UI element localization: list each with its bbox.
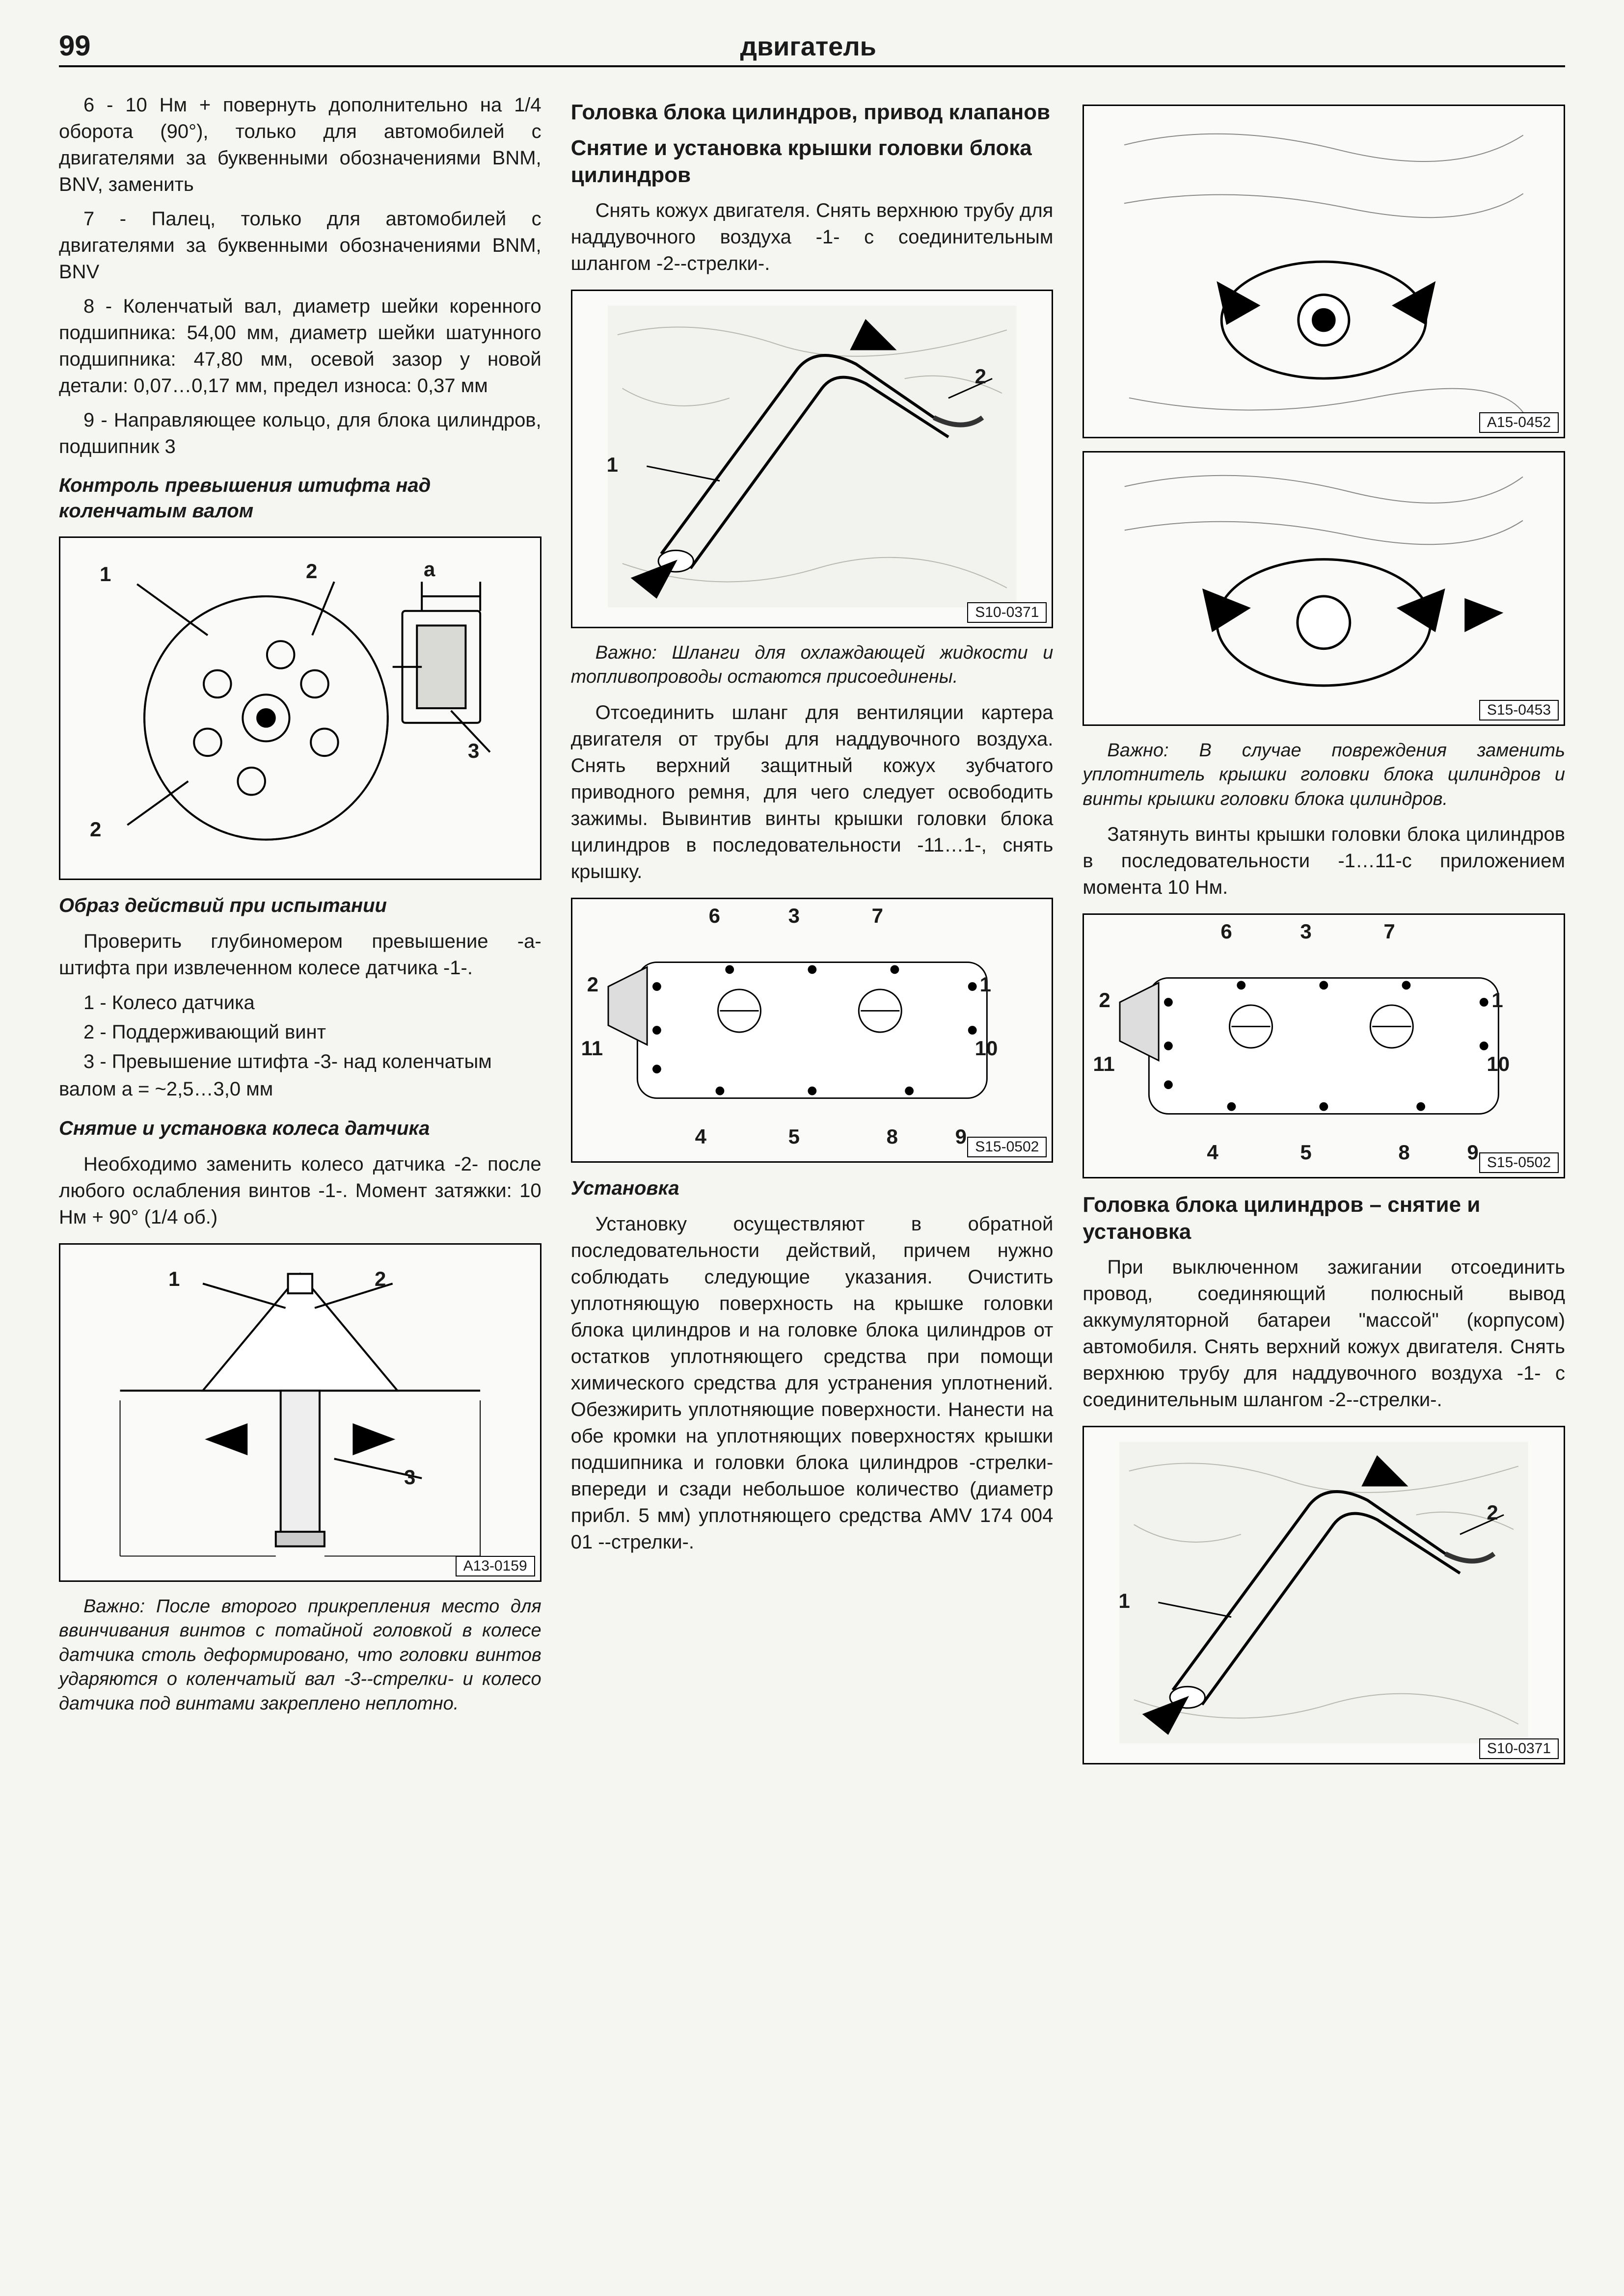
valve-cover-icon bbox=[1084, 915, 1564, 1177]
callout: 9 bbox=[955, 1125, 967, 1148]
callout: 11 bbox=[1093, 1052, 1114, 1076]
subheading: Снятие и установка колеса датчика bbox=[59, 1116, 541, 1141]
text: 8 - Коленчатый вал, диаметр шейки коренн… bbox=[59, 293, 541, 399]
note: Важно: Шланги для охлаждающей жидкости и… bbox=[571, 641, 1054, 690]
sealant-diagram-icon bbox=[1084, 106, 1564, 437]
text: Установку осуществляют в обратной послед… bbox=[571, 1211, 1054, 1555]
figure-code: S15-0502 bbox=[967, 1137, 1047, 1157]
callout: 2 bbox=[587, 973, 598, 996]
cross-section-icon bbox=[60, 1245, 540, 1580]
sealant-bottom-icon bbox=[1084, 453, 1564, 724]
column-3: A15-0452 S15-0453 Важно: В случае повреж… bbox=[1083, 92, 1565, 1777]
callout: 3 bbox=[468, 739, 479, 763]
list-item: 1 - Колесо датчика bbox=[59, 989, 541, 1016]
heading: Головка блока цилиндров – снятие и устан… bbox=[1083, 1191, 1565, 1245]
subheading: Контроль превышения штифта над коленчаты… bbox=[59, 473, 541, 524]
callout: a bbox=[424, 558, 435, 581]
figure-bolt-sequence-2: 6 3 7 2 1 11 10 4 5 8 9 S15-0502 bbox=[1083, 913, 1565, 1178]
text: 6 - 10 Нм + повернуть дополнительно на 1… bbox=[59, 92, 541, 198]
heading: Головка блока цилиндров, привод клапанов bbox=[571, 99, 1054, 126]
callout: 1 bbox=[1491, 988, 1503, 1012]
column-2: Головка блока цилиндров, привод клапанов… bbox=[571, 92, 1054, 1777]
figure-cross-section: 1 2 3 A13-0159 bbox=[59, 1243, 541, 1582]
callout: 4 bbox=[1207, 1141, 1218, 1164]
callout: 2 bbox=[1487, 1501, 1498, 1524]
callout: 2 bbox=[975, 365, 986, 388]
figure-intake-pipe: 1 2 S10-0371 bbox=[571, 290, 1054, 628]
text: Необходимо заменить колесо датчика -2- п… bbox=[59, 1151, 541, 1230]
figure-sealant-bottom: S15-0453 bbox=[1083, 451, 1565, 726]
content-columns: 6 - 10 Нм + повернуть дополнительно на 1… bbox=[59, 92, 1565, 1777]
text: Снять кожух двигателя. Снять верхнюю тру… bbox=[571, 197, 1054, 277]
callout: 6 bbox=[709, 904, 720, 928]
heading: Снятие и установка крышки головки блока … bbox=[571, 134, 1054, 188]
callout: 2 bbox=[306, 560, 317, 583]
callout: 3 bbox=[788, 904, 800, 928]
subheading: Образ действий при испытании bbox=[59, 893, 541, 918]
subheading: Установка bbox=[571, 1175, 1054, 1201]
text: 7 - Палец, только для автомобилей с двиг… bbox=[59, 206, 541, 285]
callout: 1 bbox=[168, 1267, 180, 1291]
figure-code: S10-0371 bbox=[967, 602, 1047, 623]
figure-code: S15-0502 bbox=[1479, 1152, 1559, 1173]
figure-intake-pipe-2: 1 2 S10-0371 bbox=[1083, 1426, 1565, 1764]
callout: 4 bbox=[695, 1125, 706, 1148]
callout: 7 bbox=[872, 904, 883, 928]
header-title: двигатель bbox=[91, 31, 1526, 62]
list-item: 2 - Поддерживающий винт bbox=[59, 1018, 541, 1046]
callout: 7 bbox=[1383, 920, 1395, 943]
list-item: 3 - Превышение штифта -3- над коленчатым… bbox=[59, 1048, 541, 1103]
intake-pipe-icon bbox=[572, 291, 1052, 627]
callout: 10 bbox=[975, 1037, 998, 1060]
callout: 1 bbox=[980, 973, 991, 996]
callout: 8 bbox=[887, 1125, 898, 1148]
callout: 8 bbox=[1398, 1141, 1409, 1164]
figure-sealant-top: A15-0452 bbox=[1083, 105, 1565, 438]
callout: 5 bbox=[1300, 1141, 1311, 1164]
callout: 11 bbox=[581, 1037, 603, 1060]
intake-pipe-icon bbox=[1084, 1427, 1564, 1763]
callout: 2 bbox=[375, 1267, 386, 1291]
callout: 1 bbox=[100, 562, 111, 586]
callout: 1 bbox=[607, 453, 618, 477]
text: Отсоединить шланг для вентиляции картера… bbox=[571, 699, 1054, 885]
text: Проверить глубиномером превышение -a- шт… bbox=[59, 928, 541, 981]
column-1: 6 - 10 Нм + повернуть дополнительно на 1… bbox=[59, 92, 541, 1777]
callout: 2 bbox=[1099, 988, 1110, 1012]
page-number: 99 bbox=[59, 29, 91, 62]
callout: 6 bbox=[1220, 920, 1232, 943]
note: Важно: В случае повреждения заменить упл… bbox=[1083, 739, 1565, 811]
figure-code: A15-0452 bbox=[1479, 412, 1559, 433]
valve-cover-icon bbox=[572, 899, 1052, 1161]
callout: 3 bbox=[1300, 920, 1311, 943]
page-header: 99 двигатель bbox=[59, 29, 1565, 67]
figure-code: S15-0453 bbox=[1479, 700, 1559, 721]
callout: 10 bbox=[1487, 1052, 1510, 1076]
note: Важно: После второго прикрепления место … bbox=[59, 1595, 541, 1716]
callout: 3 bbox=[404, 1466, 415, 1489]
figure-bolt-sequence: 6 3 7 2 1 11 10 4 5 8 9 S15-0502 bbox=[571, 898, 1054, 1163]
figure-code: A13-0159 bbox=[456, 1556, 535, 1576]
gear-diagram-icon bbox=[60, 538, 540, 879]
figure-gear-wheel: 1 2 a 3 2 bbox=[59, 536, 541, 880]
callout: 2 bbox=[90, 818, 101, 841]
callout: 1 bbox=[1118, 1589, 1130, 1613]
figure-code: S10-0371 bbox=[1479, 1738, 1559, 1759]
callout: 9 bbox=[1467, 1141, 1478, 1164]
callout: 5 bbox=[788, 1125, 800, 1148]
text: При выключенном зажигании отсоединить пр… bbox=[1083, 1254, 1565, 1413]
text: 9 - Направляющее кольцо, для блока цилин… bbox=[59, 407, 541, 460]
text: Затянуть винты крышки головки блока цили… bbox=[1083, 821, 1565, 901]
